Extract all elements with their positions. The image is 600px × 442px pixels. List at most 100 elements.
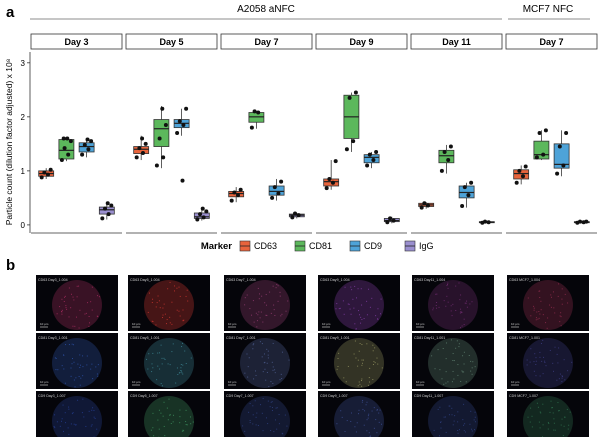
tile-speckle xyxy=(273,370,274,371)
data-point xyxy=(109,203,113,207)
tile-speckle xyxy=(565,417,566,418)
tile-speckle xyxy=(335,308,336,309)
tile-speckle xyxy=(267,372,268,373)
tile-speckle xyxy=(448,302,449,303)
data-point xyxy=(276,192,280,196)
tile-speckle xyxy=(256,424,257,425)
tile-label: CD63 Day3_1.004 xyxy=(38,278,68,282)
tile-speckle xyxy=(548,423,549,424)
data-point xyxy=(293,212,297,216)
tile-speckle xyxy=(368,414,369,415)
tile-speckle xyxy=(542,404,543,405)
tile-speckle xyxy=(177,367,178,368)
data-point xyxy=(158,136,162,140)
tile-speckle xyxy=(79,310,80,311)
tile-speckle xyxy=(453,371,454,372)
tile-speckle xyxy=(472,430,473,431)
tile-speckle xyxy=(98,364,99,365)
tile-speckle xyxy=(535,375,536,376)
tile-speckle xyxy=(273,366,274,367)
tile-speckle xyxy=(462,419,463,420)
tile-speckle xyxy=(359,314,360,315)
tile-spot xyxy=(144,280,194,330)
tile-speckle xyxy=(460,294,461,295)
tile-spot xyxy=(334,338,384,388)
tile-speckle xyxy=(163,358,164,359)
tile-speckle xyxy=(551,307,552,308)
tile-speckle xyxy=(270,406,271,407)
tile-speckle xyxy=(458,433,459,434)
tile-speckle xyxy=(382,367,383,368)
tile-speckle xyxy=(553,430,554,431)
scale-bar-label: 10 µm xyxy=(511,380,520,384)
box-igg xyxy=(194,207,209,222)
box-igg xyxy=(99,201,114,220)
tile-speckle xyxy=(464,430,465,431)
group-label-mcf7: MCF7 NFC xyxy=(523,4,574,15)
tile-speckle xyxy=(459,343,460,344)
tile-speckle xyxy=(255,400,256,401)
tile-speckle xyxy=(378,413,379,414)
tile-speckle xyxy=(449,406,450,407)
tile-speckle xyxy=(272,407,273,408)
tile-speckle xyxy=(276,429,277,430)
tile-speckle xyxy=(167,288,168,289)
data-point xyxy=(273,185,277,189)
tile-speckle xyxy=(562,376,563,377)
tile-label: CD81 Day9_1.001 xyxy=(320,336,350,340)
tile-speckle xyxy=(148,312,149,313)
tile-speckle xyxy=(564,426,565,427)
tile-speckle xyxy=(446,285,447,286)
tile-speckle xyxy=(187,424,188,425)
tile-speckle xyxy=(570,412,571,413)
box-cd63 xyxy=(324,159,339,190)
tile-speckle xyxy=(250,422,251,423)
tile-speckle xyxy=(377,308,378,309)
tile-speckle xyxy=(381,299,382,300)
tile-speckle xyxy=(377,364,378,365)
data-point xyxy=(325,186,329,190)
tile-speckle xyxy=(170,364,171,365)
tile-speckle xyxy=(446,296,447,297)
tile-speckle xyxy=(552,407,553,408)
tile-speckle xyxy=(466,301,467,302)
tile-speckle xyxy=(554,312,555,313)
tile-speckle xyxy=(267,423,268,424)
tile-speckle xyxy=(355,340,356,341)
tile-speckle xyxy=(253,378,254,379)
tile-speckle xyxy=(59,306,60,307)
tile-speckle xyxy=(535,364,536,365)
tile-speckle xyxy=(256,375,257,376)
tile-speckle xyxy=(434,430,435,431)
tile-speckle xyxy=(63,368,64,369)
facet-panel: Day 9 xyxy=(316,34,407,233)
tile-speckle xyxy=(91,364,92,365)
facet-panel: Day 7 xyxy=(506,34,597,233)
data-point xyxy=(487,220,491,224)
tile-speckle xyxy=(436,305,437,306)
data-point xyxy=(137,146,141,150)
data-point xyxy=(181,179,185,183)
data-point xyxy=(524,165,528,169)
tile-speckle xyxy=(80,378,81,379)
tile-label: CD9 Day7_1.007 xyxy=(226,394,254,398)
tile-speckle xyxy=(87,356,88,357)
tile-speckle xyxy=(361,386,362,387)
data-point xyxy=(440,169,444,173)
tile-speckle xyxy=(469,355,470,356)
micrograph-tile: CD9 Day11_1.00710 µm xyxy=(412,391,494,437)
data-point xyxy=(106,201,110,205)
scale-bar-label: 10 µm xyxy=(40,322,49,326)
tile-speckle xyxy=(352,299,353,300)
tile-speckle xyxy=(92,378,93,379)
tile-speckle xyxy=(171,324,172,325)
box-cd63 xyxy=(419,201,434,209)
y-tick-label: 0 xyxy=(21,221,26,230)
tile-speckle xyxy=(475,417,476,418)
tile-speckle xyxy=(550,350,551,351)
tile-speckle xyxy=(445,306,446,307)
